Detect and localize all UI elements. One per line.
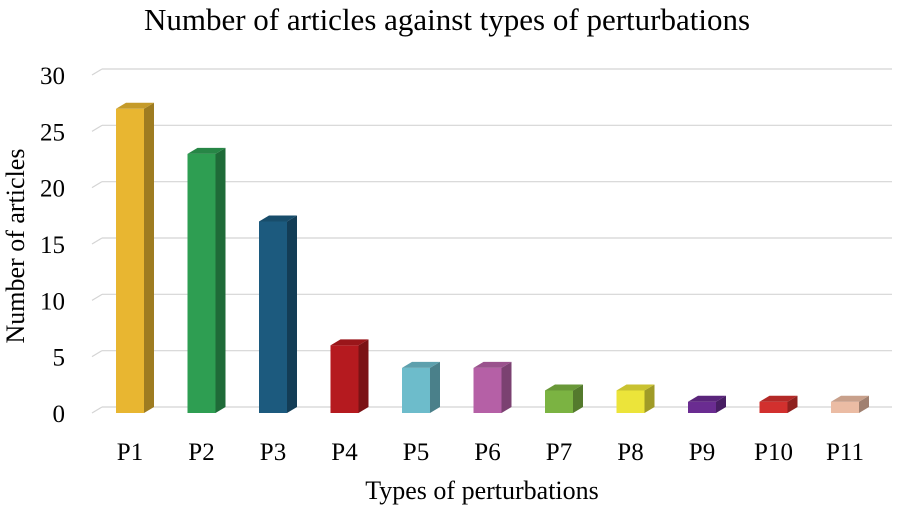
chart-title: Number of articles against types of pert… (144, 2, 750, 37)
bar-top-face (545, 384, 583, 391)
x-tick-label: P6 (474, 439, 500, 466)
bar-side-face (358, 339, 369, 413)
bar (831, 395, 869, 413)
bar-front-face (759, 401, 788, 413)
y-tick-label: 25 (40, 119, 65, 146)
gridline-floor (91, 68, 103, 76)
gridline-floor (91, 181, 103, 189)
bar-front-face (259, 221, 287, 413)
bar (688, 395, 726, 413)
bar (259, 215, 297, 413)
bar-front-face (187, 153, 216, 413)
bar-top-face (473, 361, 512, 368)
bar-front-face (831, 401, 859, 413)
bar-side-face (430, 361, 440, 413)
x-tick-label: P4 (331, 439, 358, 466)
bar-top-face (187, 147, 226, 154)
bar-top-face (688, 395, 726, 402)
bar (616, 384, 655, 413)
y-tick-label: 20 (40, 176, 65, 203)
y-tick-label: 0 (53, 401, 66, 428)
bar-side-face (501, 361, 512, 413)
bar-side-face (144, 102, 154, 414)
bar-top-face (616, 384, 655, 391)
y-tick-label: 5 (53, 345, 66, 372)
bar-front-face (616, 390, 645, 413)
bar-side-face (716, 395, 726, 413)
bar (187, 147, 226, 413)
bar-top-face (759, 395, 798, 402)
y-axis-label: Number of articles (1, 149, 30, 344)
bar-front-face (473, 367, 502, 413)
y-tick-label: 15 (40, 232, 65, 259)
y-tick-label: 30 (40, 63, 65, 90)
bar-side-face (859, 395, 869, 413)
bar-front-face (402, 367, 430, 413)
bar-side-face (644, 384, 655, 413)
bar-front-face (330, 345, 359, 413)
gridline-floor (91, 293, 103, 301)
x-tick-label: P2 (188, 439, 214, 466)
bar-top-face (259, 215, 297, 222)
y-axis-ticks: 0 5 10 15 20 25 30 (40, 63, 65, 428)
x-tick-label: P11 (826, 439, 864, 466)
x-axis-label: Types of perturbations (365, 476, 599, 505)
bar (545, 384, 583, 413)
bar (330, 339, 369, 413)
bar-side-face (787, 395, 798, 413)
gridline-floor (91, 124, 103, 132)
gridline-floor (91, 406, 103, 414)
bar-top-face (402, 361, 440, 368)
x-tick-label: P10 (754, 439, 793, 466)
bar-side-face (573, 384, 583, 413)
gridline-floor (91, 237, 103, 245)
gridlines (91, 68, 892, 414)
bar (759, 395, 798, 413)
bar-top-face (831, 395, 869, 402)
bars (116, 102, 869, 414)
bar (116, 102, 154, 414)
x-tick-label: P1 (117, 439, 143, 466)
bar (473, 361, 512, 413)
x-tick-label: P8 (617, 439, 643, 466)
bar-front-face (116, 108, 144, 414)
x-tick-label: P7 (546, 439, 572, 466)
x-tick-label: P5 (403, 439, 429, 466)
bar-top-face (330, 339, 369, 346)
bar-side-face (287, 215, 297, 413)
x-axis-ticks: P1 P2 P3 P4 P5 P6 P7 P8 P9 P10 P11 (117, 439, 864, 466)
x-tick-label: P9 (689, 439, 715, 466)
bar-side-face (215, 147, 226, 413)
x-tick-label: P3 (260, 439, 286, 466)
bar-top-face (116, 102, 154, 109)
bar (402, 361, 440, 413)
gridline-floor (91, 350, 103, 358)
y-tick-label: 10 (40, 288, 65, 315)
bar-front-face (688, 401, 716, 413)
bar-front-face (545, 390, 573, 413)
